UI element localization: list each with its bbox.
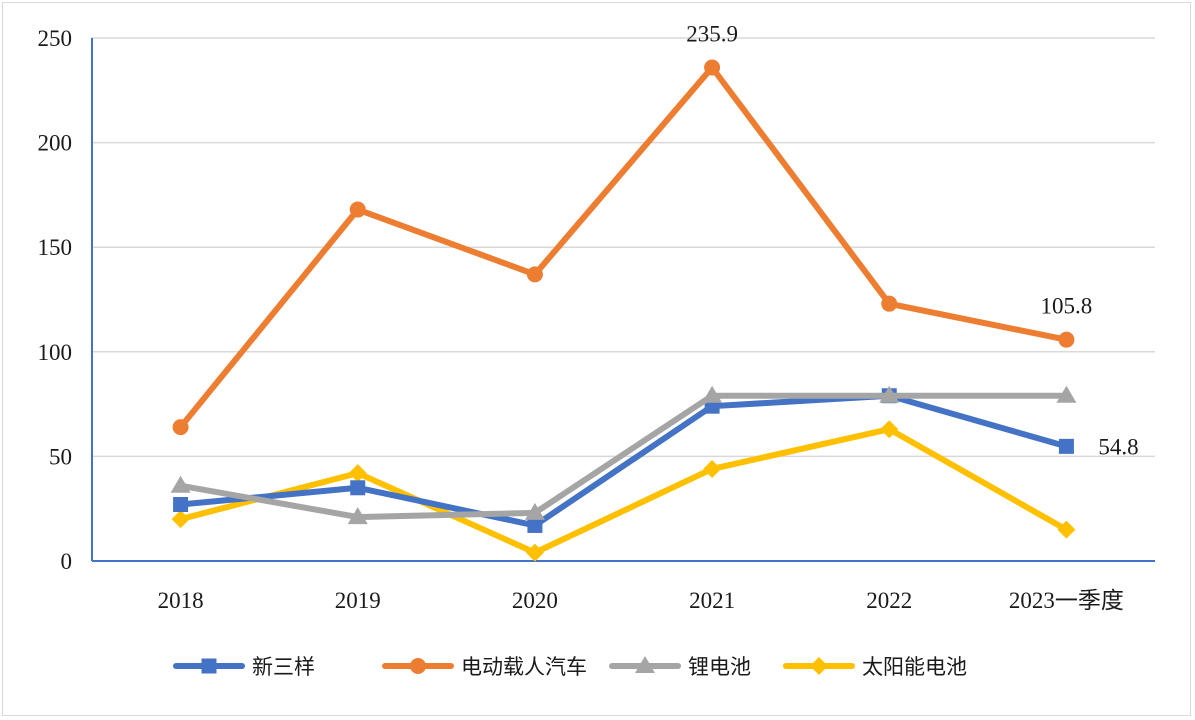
legend-item-2: 锂电池 <box>609 655 751 679</box>
x-tick-label: 2023一季度 <box>1009 588 1124 613</box>
data-label: 235.9 <box>686 21 738 46</box>
legend-item-3: 太阳能电池 <box>783 655 967 679</box>
y-tick-label: 200 <box>38 131 73 156</box>
data-point <box>704 59 721 76</box>
series-line <box>177 64 1070 431</box>
data-point <box>703 459 722 478</box>
data-point <box>172 419 189 436</box>
data-point <box>1057 520 1076 539</box>
data-point <box>347 507 368 525</box>
data-point <box>527 517 543 533</box>
data-point <box>170 475 191 493</box>
data-point <box>350 480 366 496</box>
x-tick-label: 2019 <box>335 588 381 613</box>
data-point <box>1056 385 1077 403</box>
series-3 <box>171 420 1076 562</box>
legend-marker <box>201 658 217 674</box>
legend-item-0: 新三样 <box>173 655 315 679</box>
legend-item-1: 电动载人汽车 <box>382 655 587 679</box>
data-point <box>1058 438 1074 454</box>
legend-label: 电动载人汽车 <box>461 655 587 679</box>
data-labels: 235.9 105.8 54.8 <box>686 21 1138 459</box>
data-point <box>1058 331 1075 348</box>
x-tick-label: 2020 <box>512 588 558 613</box>
data-point <box>702 385 723 403</box>
data-point <box>881 295 898 312</box>
data-point <box>880 420 899 439</box>
data-point <box>171 510 190 529</box>
axes: 0 50 100 150 200 250 2018 2019 2020 2021 2022 2023一… <box>38 26 1155 613</box>
legend-label: 锂电池 <box>688 655 751 679</box>
series-line <box>177 392 1070 521</box>
legend: 新三样 电动载人汽车 锂电池 太阳能电池 <box>173 655 967 679</box>
y-tick-label: 150 <box>38 235 73 260</box>
legend-marker <box>810 657 828 675</box>
data-point <box>173 497 189 513</box>
data-point <box>349 201 366 218</box>
x-tick-label: 2022 <box>866 588 912 613</box>
legend-label: 太阳能电池 <box>862 655 967 679</box>
series-1 <box>172 59 1075 436</box>
data-label: 54.8 <box>1098 434 1138 459</box>
y-tick-label: 100 <box>38 340 73 365</box>
data-point <box>524 502 545 520</box>
data-point <box>525 543 544 562</box>
y-tick-label: 0 <box>61 549 73 574</box>
x-tick-label: 2021 <box>689 588 735 613</box>
x-tick-label: 2018 <box>158 588 204 613</box>
series-group <box>170 59 1077 562</box>
series-2 <box>170 385 1077 525</box>
data-point <box>526 266 543 283</box>
data-point <box>879 385 900 403</box>
series-line <box>177 426 1070 556</box>
data-label: 105.8 <box>1041 294 1093 319</box>
legend-marker <box>635 656 655 673</box>
legend-marker <box>410 658 426 674</box>
data-point <box>348 464 367 483</box>
series-line <box>177 392 1070 529</box>
y-tick-label: 50 <box>49 444 72 469</box>
gridlines <box>92 37 1155 458</box>
legend-label: 新三样 <box>252 655 315 679</box>
y-tick-label: 250 <box>38 26 73 51</box>
